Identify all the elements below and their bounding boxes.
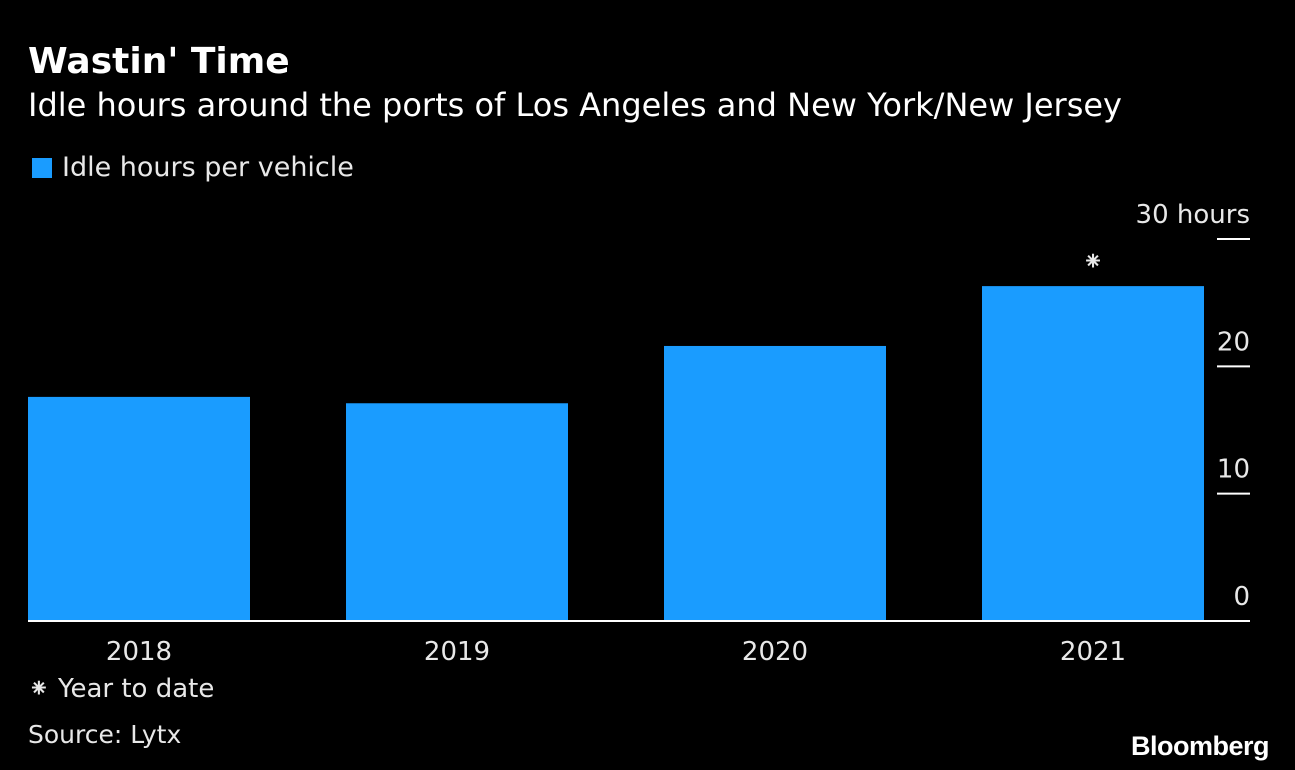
- legend-label: Idle hours per vehicle: [62, 152, 354, 183]
- chart-title: Wastin' Time: [28, 41, 290, 82]
- x-tick-label: 2020: [742, 637, 808, 667]
- x-tick-label: 2021: [1060, 637, 1126, 667]
- bar-2018: [28, 396, 250, 621]
- bar-2019: [346, 403, 568, 621]
- legend-swatch: [32, 158, 52, 178]
- x-tick-label: 2018: [106, 637, 172, 667]
- y-tick-label: 10: [1217, 455, 1250, 485]
- chart-subtitle: Idle hours around the ports of Los Angel…: [28, 86, 1122, 124]
- y-tick-label: 0: [1233, 582, 1250, 612]
- bloomberg-logo: Bloomberg: [1130, 731, 1270, 761]
- bar-2021: [982, 286, 1204, 621]
- y-tick-label: 20: [1217, 327, 1250, 357]
- x-tick-label: 2019: [424, 637, 490, 667]
- year-to-date-marker: ⁕: [1082, 247, 1104, 277]
- y-tick-label: 30 hours: [1136, 200, 1250, 230]
- source-note: Source: Lytx: [28, 720, 182, 749]
- legend: Idle hours per vehicle: [32, 150, 354, 186]
- footnote: ⁕ Year to date: [28, 674, 215, 704]
- bar-2020: [664, 345, 886, 621]
